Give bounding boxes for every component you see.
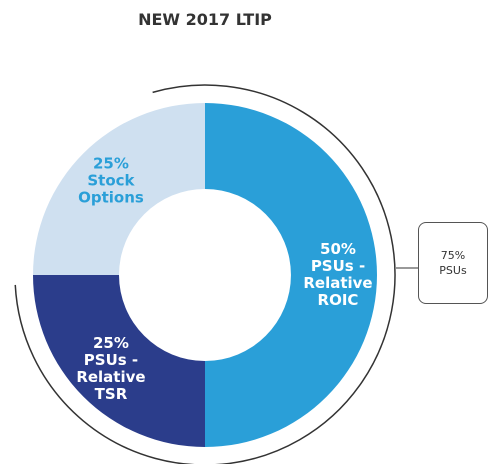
value-label: 50% xyxy=(320,240,356,258)
chart-title: NEW 2017 LTIP xyxy=(138,10,272,29)
data-label: 25% Stock Options xyxy=(71,155,151,206)
donut-segment xyxy=(205,103,377,447)
category-label: Stock Options xyxy=(78,171,144,207)
annotation-label: PSUs xyxy=(439,264,467,277)
donut-segment xyxy=(33,103,205,275)
value-label: 25% xyxy=(93,334,129,353)
data-label: 50% PSUs - Relative ROIC xyxy=(298,241,378,309)
annotation-box: 75% PSUs xyxy=(418,222,488,304)
donut-segment xyxy=(33,275,205,447)
bracket-arc xyxy=(14,84,396,464)
data-label: 25% PSUs - Relative TSR xyxy=(71,335,151,403)
category-label: PSUs - Relative ROIC xyxy=(303,257,373,309)
value-label: 25% xyxy=(93,154,129,173)
annotation-value: 75% xyxy=(440,249,466,262)
category-label: PSUs - Relative TSR xyxy=(76,351,146,404)
